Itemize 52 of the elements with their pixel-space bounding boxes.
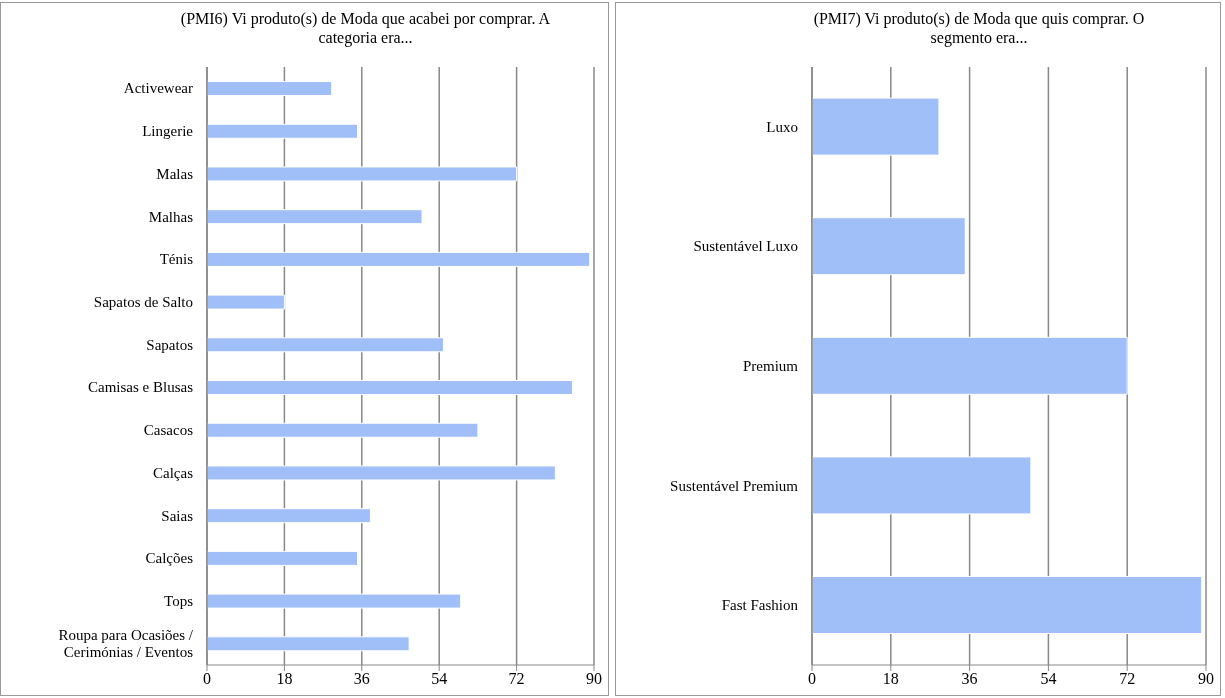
y-tick-label: Lingerie [142,123,194,140]
bar [207,422,479,438]
chart-title: (PMI6) Vi produto(s) de Moda que acabei por comprar. A categoria era... [179,9,552,47]
x-tick-label: 54 [1040,670,1057,688]
x-tick-label: 54 [431,670,448,688]
bar [812,576,1203,634]
y-tick-label: Sapatos [146,336,194,353]
y-tick-label: Activewear [123,80,193,97]
x-tick-label: 0 [203,670,211,688]
y-tick-label: Fast Fashion [721,597,799,614]
y-tick-label: Saias [161,507,194,524]
bar [207,251,591,267]
bar [812,456,1032,515]
bar [207,294,285,310]
y-tick-label: Luxo [766,118,798,135]
bar [207,209,423,225]
x-tick-label: 18 [882,670,899,688]
y-tick-label: Premium [743,358,799,374]
y-tick-label: Tops [164,592,194,609]
bar [207,337,444,353]
bar [812,97,940,156]
y-tick-label: Calças [153,464,194,481]
x-tick-label: 36 [961,670,978,688]
x-tick-label: 90 [1198,670,1214,688]
y-tick-label: Malas [156,165,194,182]
bar [207,465,556,481]
bar [207,550,358,566]
bar [207,636,410,652]
bar [207,593,462,609]
y-tick-label: Roupa para Ocasiões / Cerimónias / Eventos [58,627,194,661]
bar [207,508,371,524]
bar [207,380,573,396]
y-tick-label: Malhas [148,208,194,225]
x-tick-label: 0 [808,670,816,688]
bar [207,81,333,97]
x-tick-label: 72 [508,670,525,688]
bar [207,166,518,182]
y-tick-label: Sapatos de Salto [93,293,193,310]
bar [812,217,966,276]
y-tick-label: Sustentável Luxo [693,238,798,255]
x-tick-label: 18 [276,670,293,688]
x-tick-label: 36 [353,670,370,688]
bar [812,336,1128,395]
bar [207,123,358,139]
x-tick-label: 72 [1119,670,1136,688]
y-tick-label: Camisas e Blusas [88,379,194,396]
y-tick-label: Casacos [143,422,194,439]
y-tick-label: Ténis [159,251,194,268]
y-tick-label: Calções [145,550,194,567]
x-tick-label: 90 [586,670,602,688]
chart-title: (PMI7) Vi produto(s) de Moda que quis comprar. O segmento era... [812,9,1146,47]
y-tick-label: Sustentável Premium [670,477,799,494]
